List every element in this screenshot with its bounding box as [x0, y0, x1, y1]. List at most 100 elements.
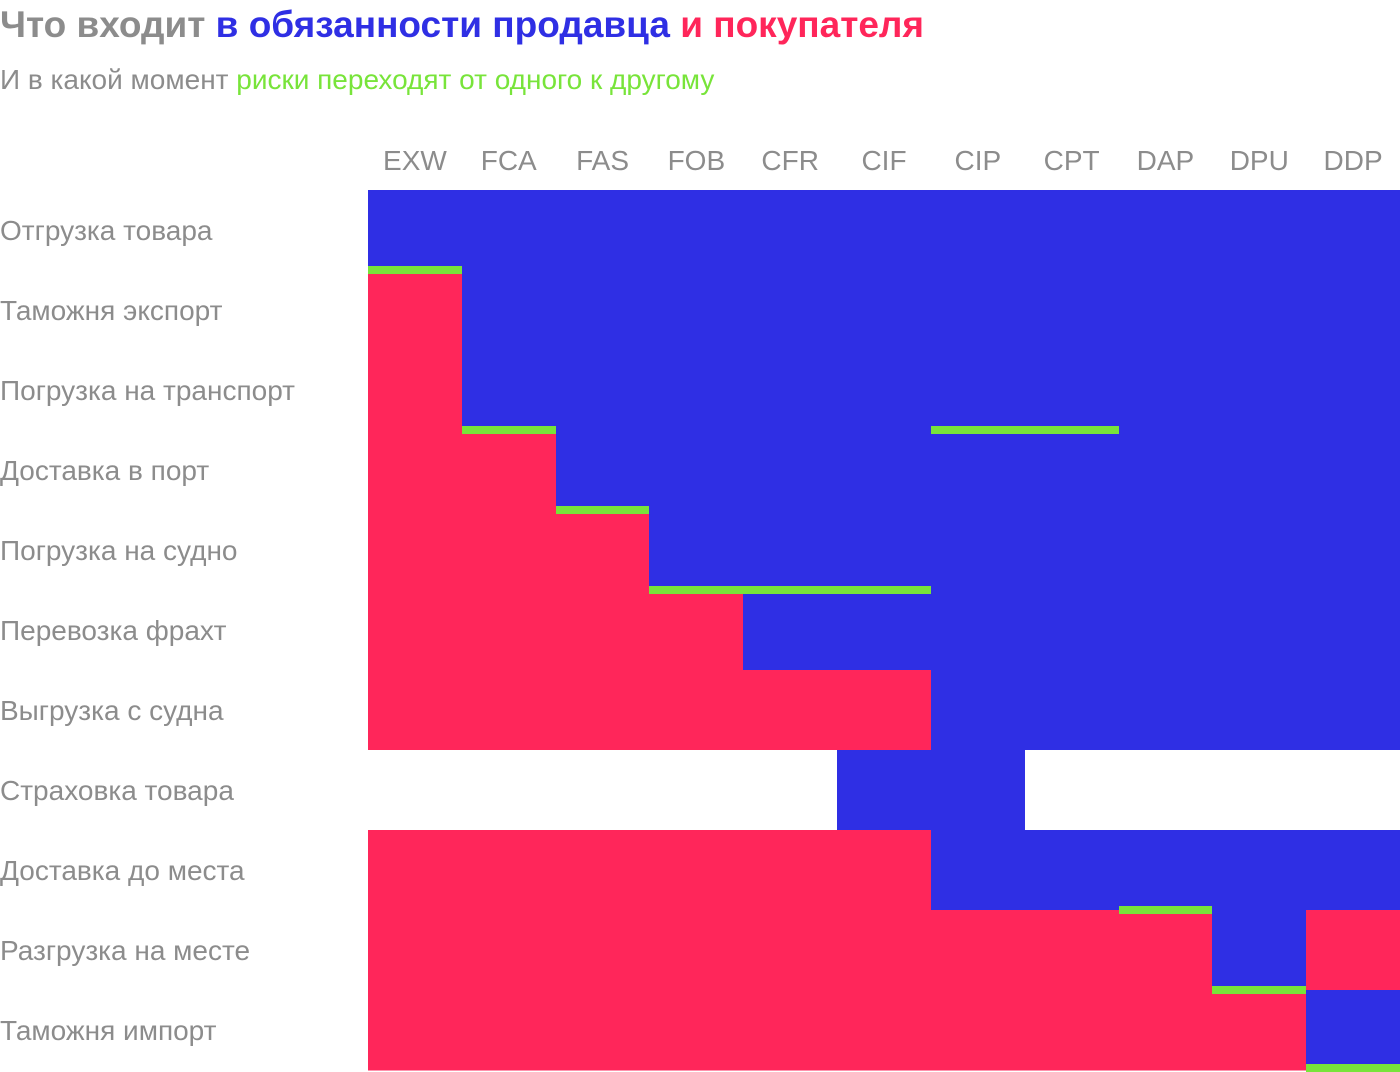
cell-exw-row-3 — [368, 350, 463, 431]
cell-cpt-row-6 — [1025, 590, 1120, 671]
column-label-dpu: DPU — [1230, 145, 1289, 176]
row-label-2: Таможня экспорт — [0, 295, 223, 326]
row-labels: Отгрузка товара Таможня экспорт Погрузка н… — [0, 215, 295, 1046]
cell-ddp-row-5 — [1306, 510, 1400, 591]
cell-dap-row-11 — [1119, 990, 1213, 1071]
column-labels: EXW FCA FAS FOB CFR CIF CIP CPT DAP DPU DDP — [383, 145, 1383, 176]
cell-fca-row-8 — [462, 750, 557, 831]
cell-dpu-row-10 — [1212, 910, 1307, 991]
cell-cip-row-3 — [931, 350, 1026, 431]
title-part-buyer: и покупателя — [680, 4, 924, 45]
cell-cfr-row-1 — [743, 190, 838, 271]
cell-ddp-row-10 — [1306, 910, 1400, 991]
row-label-10: Разгрузка на месте — [0, 935, 250, 966]
risk-marker-exw — [368, 266, 462, 274]
cell-dpu-row-4 — [1212, 430, 1307, 511]
cell-cfr-row-5 — [743, 510, 838, 591]
column-label-exw: EXW — [383, 145, 447, 176]
cell-cpt-row-1 — [1025, 190, 1120, 271]
cell-cif-row-1 — [837, 190, 932, 271]
column-label-fas: FAS — [576, 145, 629, 176]
cell-cfr-row-9 — [743, 830, 838, 911]
row-label-8: Страховка товара — [0, 775, 234, 806]
row-label-7: Выгрузка с судна — [0, 695, 224, 726]
row-label-5: Погрузка на судно — [0, 535, 237, 566]
column-label-cfr: CFR — [761, 145, 819, 176]
cell-exw-row-4 — [368, 430, 463, 511]
cell-ddp-row-11 — [1306, 990, 1400, 1071]
column-label-cpt: CPT — [1044, 145, 1100, 176]
cell-cfr-row-11 — [743, 990, 838, 1071]
cell-exw-row-6 — [368, 590, 463, 671]
cell-cpt-row-7 — [1025, 670, 1120, 751]
risk-marker-dpu — [1212, 986, 1306, 994]
cell-dap-row-5 — [1119, 510, 1213, 591]
cell-cip-row-10 — [931, 910, 1026, 991]
cell-cfr-row-4 — [743, 430, 838, 511]
cell-dpu-row-3 — [1212, 350, 1307, 431]
row-label-9: Доставка до места — [0, 855, 245, 886]
cell-ddp-row-3 — [1306, 350, 1400, 431]
cell-dpu-row-6 — [1212, 590, 1307, 671]
cell-exw-row-2 — [368, 270, 463, 351]
cell-fob-row-7 — [649, 670, 744, 751]
risk-marker-cfr — [743, 586, 837, 594]
cell-dap-row-10 — [1119, 910, 1213, 991]
risk-marker-fca — [462, 426, 556, 434]
risk-transfer-markers — [368, 266, 1400, 1072]
cell-cif-row-5 — [837, 510, 932, 591]
cell-ddp-row-7 — [1306, 670, 1400, 751]
cell-fas-row-9 — [556, 830, 650, 911]
cell-dap-row-8 — [1119, 750, 1213, 831]
cell-cif-row-3 — [837, 350, 932, 431]
chart-subtitle: И в какой момент риски переходят от одно… — [0, 62, 714, 98]
column-label-cip: CIP — [954, 145, 1001, 176]
cell-cif-row-2 — [837, 270, 932, 351]
cell-cip-row-2 — [931, 270, 1026, 351]
cell-cip-row-8 — [931, 750, 1026, 831]
cell-fca-row-7 — [462, 670, 557, 751]
cell-dpu-row-11 — [1212, 990, 1307, 1071]
cell-ddp-row-6 — [1306, 590, 1400, 671]
risk-marker-dap — [1119, 906, 1212, 914]
cell-cip-row-11 — [931, 990, 1026, 1071]
cell-cif-row-4 — [837, 430, 932, 511]
cell-dpu-row-7 — [1212, 670, 1307, 751]
cell-cif-row-10 — [837, 910, 932, 991]
cell-ddp-row-8 — [1306, 750, 1400, 831]
subtitle-part-risk: риски переходят от одного к другому — [236, 64, 715, 95]
cell-fca-row-1 — [462, 190, 557, 271]
cell-exw-row-11 — [368, 990, 463, 1071]
cell-cif-row-6 — [837, 590, 932, 671]
cell-cpt-row-3 — [1025, 350, 1120, 431]
cell-exw-row-7 — [368, 670, 463, 751]
cell-cpt-row-5 — [1025, 510, 1120, 591]
cell-fas-row-2 — [556, 270, 650, 351]
cell-fas-row-11 — [556, 990, 650, 1071]
cell-cpt-row-10 — [1025, 910, 1120, 991]
subtitle-part-neutral: И в какой момент — [0, 64, 237, 95]
cell-fob-row-5 — [649, 510, 744, 591]
column-label-cif: CIF — [861, 145, 906, 176]
cell-dpu-row-9 — [1212, 830, 1307, 911]
cell-cpt-row-8 — [1025, 750, 1120, 831]
cell-dap-row-6 — [1119, 590, 1213, 671]
cell-fca-row-6 — [462, 590, 557, 671]
row-label-11: Таможня импорт — [0, 1015, 217, 1046]
risk-marker-fob — [649, 586, 743, 594]
cell-cip-row-6 — [931, 590, 1026, 671]
cell-ddp-row-1 — [1306, 190, 1400, 271]
cell-cip-row-5 — [931, 510, 1026, 591]
cell-fob-row-10 — [649, 910, 744, 991]
chart-title: Что входит в обязанности продавца и поку… — [0, 2, 924, 48]
cell-dap-row-9 — [1119, 830, 1213, 911]
risk-marker-ddp — [1306, 1064, 1400, 1072]
cell-cfr-row-8 — [743, 750, 838, 831]
cell-cif-row-7 — [837, 670, 932, 751]
risk-marker-cip — [931, 426, 1025, 434]
cell-fca-row-3 — [462, 350, 557, 431]
cell-fob-row-3 — [649, 350, 744, 431]
cell-fca-row-4 — [462, 430, 557, 511]
cell-exw-row-5 — [368, 510, 463, 591]
